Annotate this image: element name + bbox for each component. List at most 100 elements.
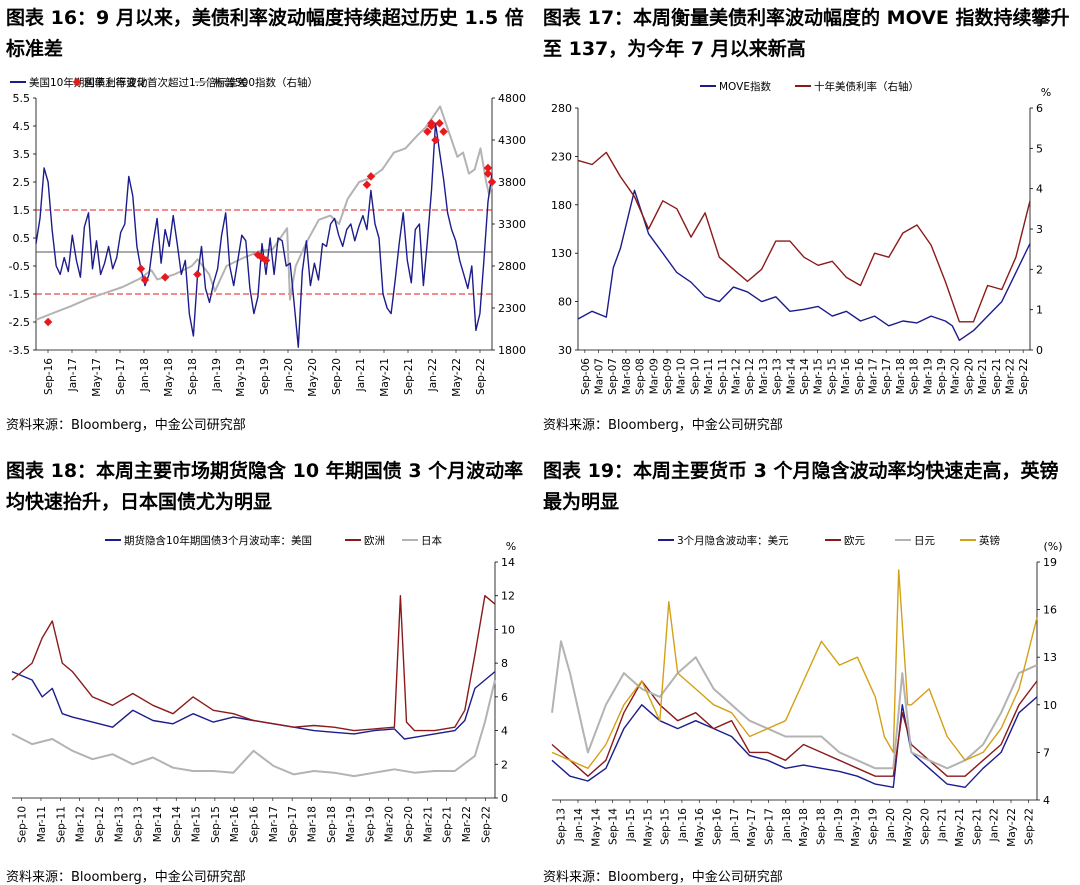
chart17-xtick-label: Mar-09 xyxy=(648,358,660,394)
chart16-xtick-label: May-20 xyxy=(307,358,319,397)
chart18-xtick-label: Sep-11 xyxy=(55,806,67,843)
chart16-ytick-left-label: 0.5 xyxy=(13,232,31,245)
chart18-legend-label: 期货隐含10年期国债3个月波动率：美国 xyxy=(124,534,312,547)
chart19-xtick-label: May-18 xyxy=(798,808,810,847)
chart18-xtick-label: Sep-20 xyxy=(403,806,415,843)
chart17-xtick-label: Sep-21 xyxy=(991,358,1003,395)
chart16-ytick-left-label: -0.5 xyxy=(9,260,30,273)
chart17-xtick-label: Mar-11 xyxy=(703,358,715,394)
chart17-legend-label: 十年美债利率（右轴） xyxy=(814,80,919,93)
chart19-ytick-right-label: 10 xyxy=(1043,699,1057,712)
chart16-ytick-right-label: 3300 xyxy=(498,218,526,231)
chart18-ytick-right-label: 6 xyxy=(501,691,508,704)
chart16-series-line-0 xyxy=(35,122,493,348)
chart17-xtick-label: Sep-20 xyxy=(963,358,975,395)
chart16-source: 资料来源：Bloomberg，中金公司研究部 xyxy=(6,418,246,433)
chart17-series-line-0 xyxy=(577,189,1031,341)
chart19-xtick-label: Sep-17 xyxy=(764,808,776,845)
chart18-xtick-label: Mar-20 xyxy=(384,806,396,842)
chart17-xtick-label: Sep-18 xyxy=(909,358,921,395)
chart17-ytick-left-label: 280 xyxy=(551,102,572,115)
chart16-ytick-right-label: 1800 xyxy=(498,344,526,357)
chart16-svg: -3.5 -2.5 -1.5 -0.5 0.5 1.5 2.5 3.5 4.5 5.5 1800 23… xyxy=(9,76,526,397)
chart16-xtick-label: Sep-17 xyxy=(115,358,127,395)
chart17-xtick-label: Mar-16 xyxy=(840,358,852,395)
chart17-ytick-right-label: 3 xyxy=(1036,223,1043,236)
chart16-ytick-left-label: 2.5 xyxy=(13,176,31,189)
chart17-ytick-right-label: 5 xyxy=(1036,142,1043,155)
chart17-xtick-label: Sep-19 xyxy=(936,358,948,395)
chart17-legend-label: MOVE指数 xyxy=(719,80,771,93)
chart16-ytick-right-label: 2300 xyxy=(498,302,526,315)
chart19-xtick-label: Sep-20 xyxy=(919,808,931,845)
chart17-ytick-right-label: 0 xyxy=(1036,344,1043,357)
chart17-xtick-label: Mar-22 xyxy=(1004,358,1016,394)
chart19-xtick-label: Jan-19 xyxy=(833,808,845,842)
chart17-xtick-label: Mar-10 xyxy=(676,358,688,394)
chart18-xtick-label: Mar-16 xyxy=(229,806,241,843)
chart17-xtick-label: Mar-20 xyxy=(950,358,962,394)
chart19-xtick-label: Jan-17 xyxy=(729,808,741,842)
chart16-ytick-right-label: 4300 xyxy=(498,134,526,147)
chart19-xtick-label: Sep-19 xyxy=(867,808,879,845)
chart19-xtick-label: Sep-22 xyxy=(1023,808,1035,845)
chart19-xtick-label: Sep-21 xyxy=(971,808,983,845)
chart16-xtick-label: May-22 xyxy=(451,358,463,397)
chart19-xtick-label: Jan-18 xyxy=(781,808,793,842)
chart19-ytick-right-label: 7 xyxy=(1043,746,1050,759)
chart17-xtick-label: Sep-22 xyxy=(1018,358,1030,395)
chart16-xtick-label: Jan-21 xyxy=(355,358,367,392)
chart18-xtick-label: Mar-11 xyxy=(36,806,48,842)
chart19-title: 图表 19：本周主要货币 3 个月隐含波动率均快速走高，英镑最为明显 xyxy=(543,460,1059,513)
chart18-xtick-label: Mar-17 xyxy=(268,806,280,842)
chart16-xtick-label: Sep-18 xyxy=(187,358,199,395)
chart17-title: 图表 17：本周衡量美债利率波动幅度的 MOVE 指数持续攀升至 137，为今年… xyxy=(543,7,1070,60)
chart16-ytick-right-label: 4800 xyxy=(498,92,526,105)
chart19-legend-label: 英镑 xyxy=(979,534,1000,547)
chart18-xtick-label: Sep-17 xyxy=(287,806,299,843)
chart16-marker-point xyxy=(362,180,372,190)
chart19-svg: 4 7 10 13 16 19 (%) Sep-13 Jan-14 May-14 Sep-14 Jan… xyxy=(551,534,1063,847)
chart19-xtick-label: May-14 xyxy=(590,808,602,847)
chart18-svg: 0 2 4 6 8 10 12 14% Sep-10 Mar-11 Sep-11 Mar-12 Sep-… xyxy=(11,534,516,843)
chart19-xtick-label: Sep-13 xyxy=(556,808,568,845)
chart19-series-line-1 xyxy=(551,680,1038,777)
chart17-ytick-left-label: 180 xyxy=(551,199,572,212)
chart19-ytick-right-label: 16 xyxy=(1043,604,1057,617)
chart18-xtick-label: Sep-15 xyxy=(210,806,222,843)
chart17-xtick-label: Mar-12 xyxy=(731,358,743,394)
chart16-xtick-label: May-19 xyxy=(235,358,247,397)
chart18-ytick-right-label: 2 xyxy=(501,758,508,771)
chart19-xtick-label: Jan-22 xyxy=(989,808,1001,842)
chart19-xtick-label: Jan-16 xyxy=(677,808,689,843)
chart19-series-line-2 xyxy=(551,640,1038,770)
chart19-xtick-label: Sep-16 xyxy=(712,808,724,845)
chart17-xtick-label: Mar-21 xyxy=(977,358,989,394)
chart19-xtick-label: May-19 xyxy=(850,808,862,847)
chart18-ytick-right-label: 12 xyxy=(501,590,515,603)
chart19-xtick-label: May-22 xyxy=(1006,808,1018,847)
chart17-ytick-right-label: 2 xyxy=(1036,263,1043,276)
chart17-y-unit-label: % xyxy=(1041,86,1051,99)
chart16-marker-point xyxy=(160,272,170,282)
chart18-legend-label: 日本 xyxy=(421,534,442,547)
chart17-ytick-left-label: 230 xyxy=(551,150,572,163)
chart17-xtick-label: Sep-09 xyxy=(662,358,674,395)
chart16-legend-label: 标普500指数（右轴） xyxy=(214,76,318,89)
chart17-ytick-left-label: 80 xyxy=(558,296,572,309)
chart17-source: 资料来源：Bloomberg，中金公司研究部 xyxy=(543,418,783,433)
chart17-ytick-left-label: 130 xyxy=(551,247,572,260)
chart18-title: 图表 18：本周主要市场期货隐含 10 年期国债 3 个月波动率均快速抬升，日本… xyxy=(6,460,524,513)
chart18-xtick-label: Sep-21 xyxy=(442,806,454,843)
chart19-xtick-label: Sep-15 xyxy=(660,808,672,845)
chart16-series-line-2 xyxy=(35,105,493,321)
chart17-xtick-label: Sep-10 xyxy=(689,358,701,395)
chart16-ytick-left-label: 4.5 xyxy=(13,120,31,133)
chart16-xtick-label: Sep-16 xyxy=(43,358,55,395)
chart18-xtick-label: Sep-19 xyxy=(364,806,376,843)
chart17-xtick-label: Sep-11 xyxy=(717,358,729,395)
chart19-xtick-label: May-20 xyxy=(902,808,914,847)
chart18-xtick-label: Mar-12 xyxy=(75,806,87,842)
chart18-xtick-label: Mar-15 xyxy=(191,806,203,842)
chart17-xtick-label: Mar-13 xyxy=(758,358,770,394)
